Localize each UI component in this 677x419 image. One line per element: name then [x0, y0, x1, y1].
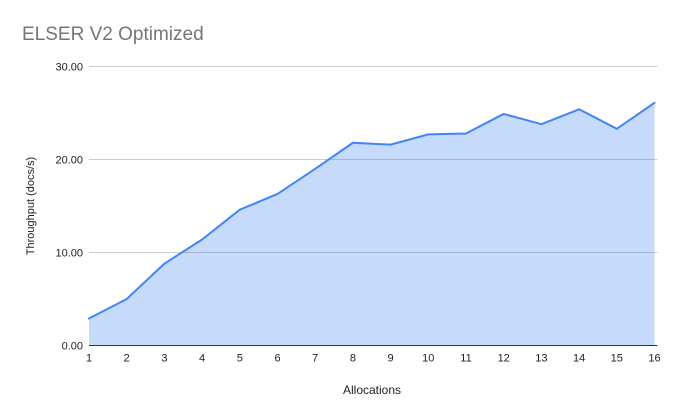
x-tick-label: 7 — [312, 353, 318, 365]
x-tick-label: 1 — [86, 353, 92, 365]
x-tick-label: 13 — [535, 353, 547, 365]
x-tick-label: 15 — [611, 353, 623, 365]
y-axis-title: Throughput (docs/s) — [25, 156, 37, 256]
x-tick-label: 11 — [460, 353, 471, 365]
x-tick-label: 9 — [388, 353, 394, 365]
x-tick-label: 16 — [648, 353, 660, 365]
x-tick-label: 10 — [422, 353, 434, 365]
x-axis-title: Allocations — [342, 383, 402, 397]
y-tick-label: 20.00 — [55, 155, 83, 167]
y-tick-label: 30.00 — [55, 62, 83, 74]
x-tick-label: 12 — [498, 353, 510, 365]
x-tick-label: 4 — [199, 353, 205, 365]
area-fill — [89, 102, 655, 346]
x-tick-label: 6 — [274, 353, 280, 365]
x-tick-label: 5 — [237, 353, 243, 365]
x-tick-label: 8 — [350, 353, 356, 365]
y-tick-label: 10.00 — [55, 248, 83, 260]
x-tick-label: 3 — [161, 353, 167, 365]
x-tick-label: 2 — [124, 353, 130, 365]
y-tick-label: 0.00 — [62, 341, 83, 353]
x-tick-label: 14 — [573, 353, 585, 365]
data-line — [88, 101, 656, 320]
chart-title: ELSER V2 Optimized — [22, 24, 204, 45]
